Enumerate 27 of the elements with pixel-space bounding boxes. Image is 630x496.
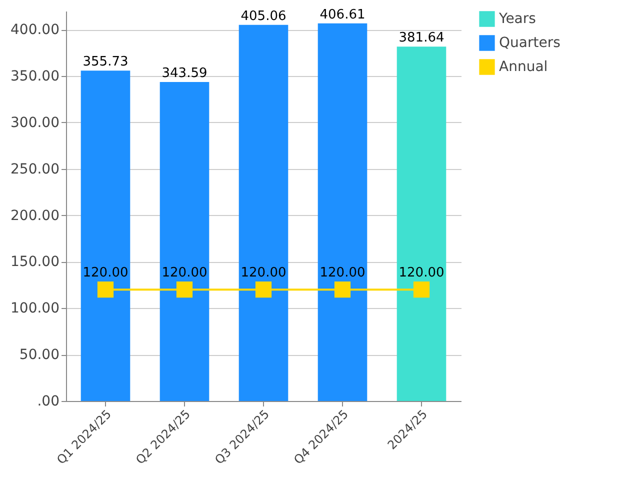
data-label: 120.00	[162, 266, 208, 281]
bar	[160, 82, 210, 401]
data-label: 120.00	[320, 266, 366, 281]
data-label: 406.61	[320, 7, 366, 22]
legend-label: Quarters	[499, 35, 560, 51]
data-label: 120.00	[240, 266, 286, 281]
data-label: 120.00	[82, 266, 128, 281]
data-label: 381.64	[398, 30, 444, 46]
bar	[396, 46, 446, 401]
y-tick-label: 400.00	[10, 22, 60, 38]
data-label: 355.73	[82, 54, 128, 70]
data-label: 343.59	[162, 66, 208, 81]
y-tick-label: 150.00	[10, 254, 60, 270]
y-tick-label: 50.00	[19, 347, 60, 364]
y-tick-label: 200.00	[10, 208, 60, 224]
legend-label: Years	[498, 11, 536, 27]
bar	[80, 70, 130, 401]
y-tick-label: 300.00	[10, 114, 60, 131]
y-tick-label: .00	[37, 394, 60, 410]
y-tick-label: 100.00	[10, 300, 60, 317]
legend-label: Annual	[499, 59, 548, 75]
y-tick-label: 350.00	[10, 68, 60, 84]
y-tick-label: 250.00	[10, 161, 60, 178]
bar	[238, 24, 288, 401]
data-label: 120.00	[398, 266, 444, 281]
data-label: 405.06	[240, 8, 286, 24]
bar	[318, 23, 368, 401]
